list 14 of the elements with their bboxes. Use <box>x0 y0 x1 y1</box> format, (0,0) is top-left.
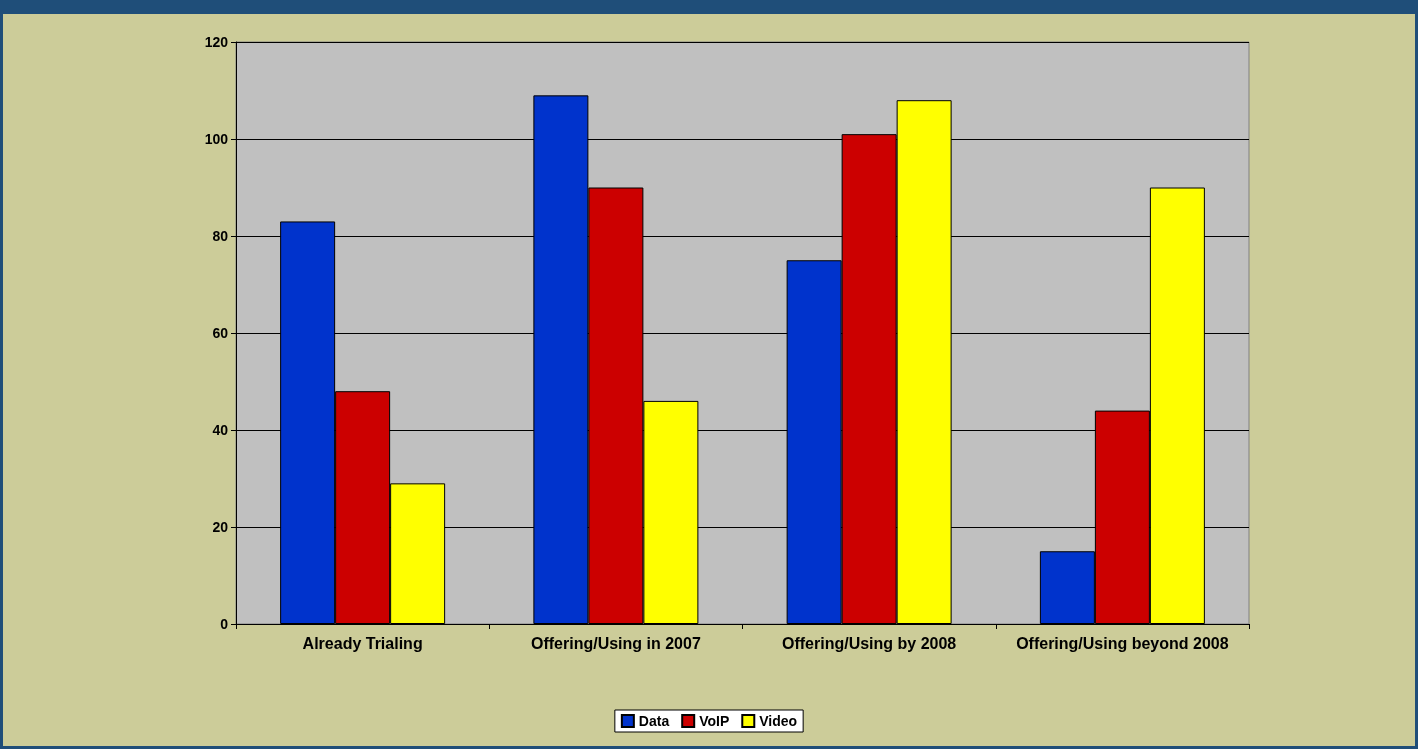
y-tick-label: 0 <box>220 616 229 632</box>
x-tick-label: Already Trialing <box>302 634 423 652</box>
x-tick-label: Offering/Using beyond 2008 <box>1016 634 1229 652</box>
y-tick-label: 100 <box>204 131 229 147</box>
y-tick-label: 20 <box>212 519 229 535</box>
y-tick-label: 80 <box>212 228 229 244</box>
x-tick-label: Offering/Using by 2008 <box>781 634 957 652</box>
legend-label: Video <box>759 713 798 729</box>
y-tick-label: 40 <box>212 422 229 438</box>
y-tick-label: 120 <box>204 34 229 50</box>
x-tick-label: Offering/Using in 2007 <box>530 634 701 652</box>
legend-label: Data <box>638 713 670 729</box>
legend-label: VoIP <box>699 713 730 729</box>
y-tick-label: 60 <box>212 325 229 341</box>
